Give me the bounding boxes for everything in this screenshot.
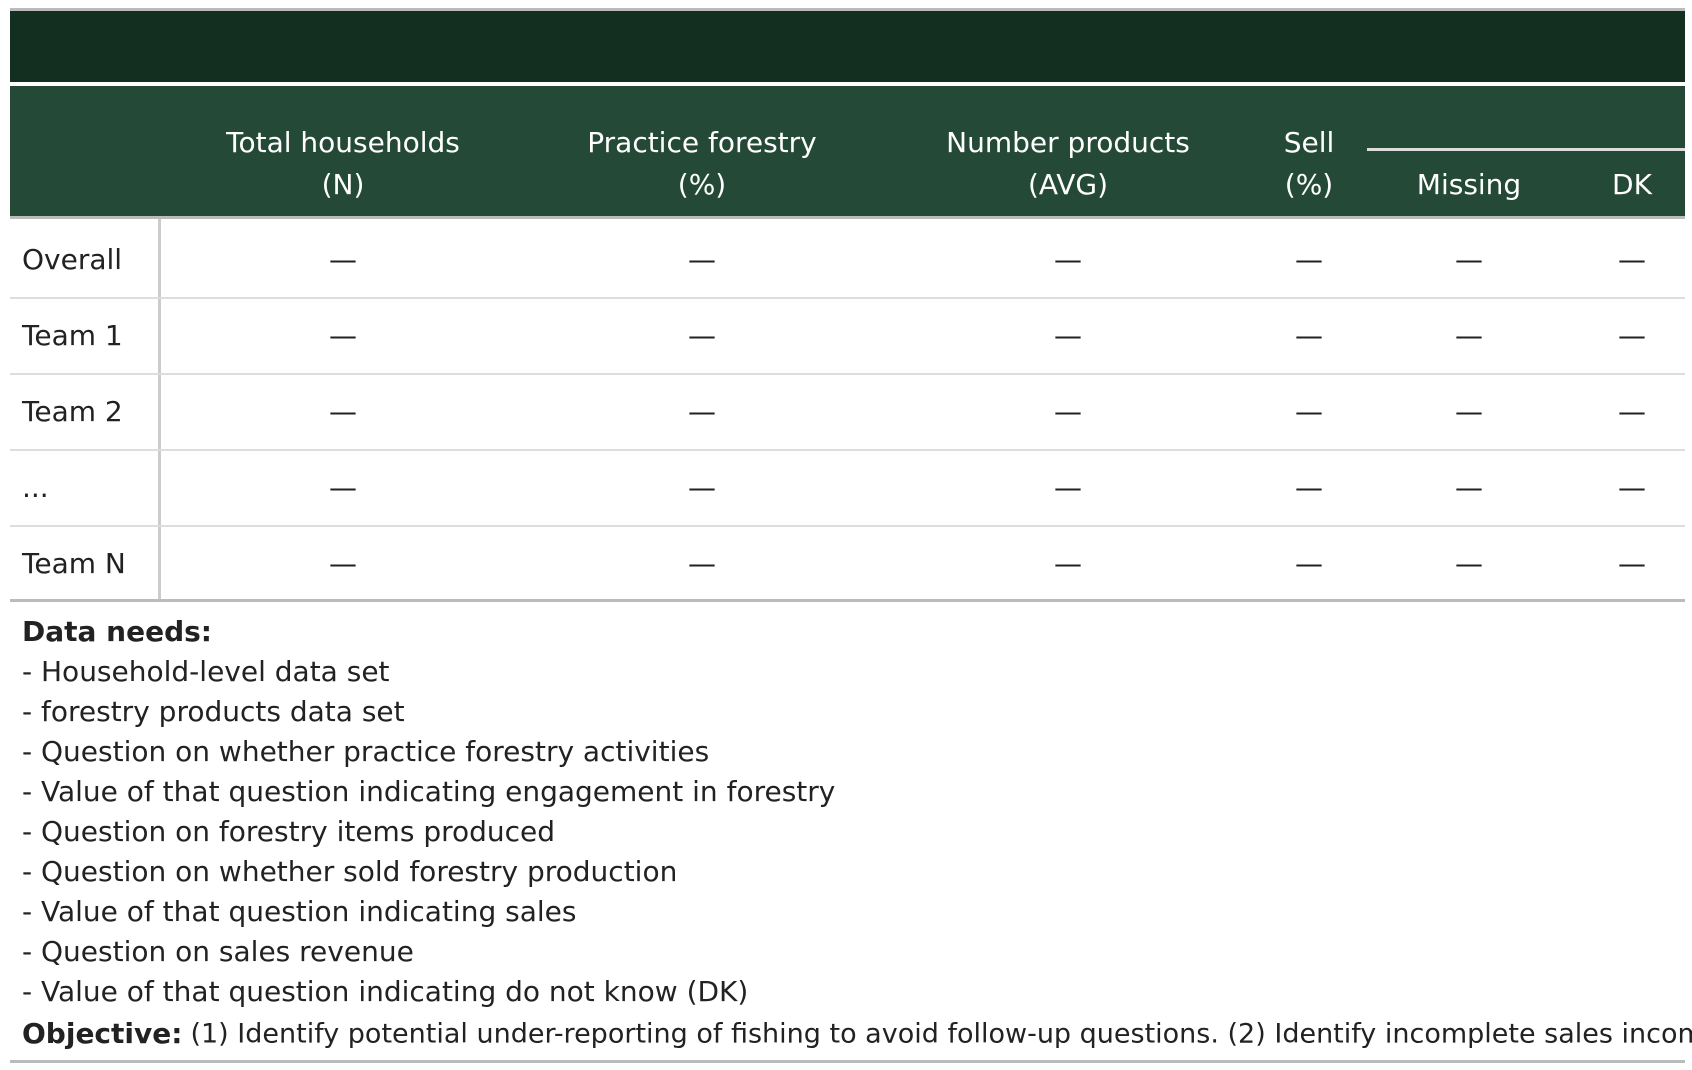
cell: — [1054, 243, 1082, 276]
cell: — [329, 243, 357, 276]
column-header: (N) [321, 168, 365, 201]
team-divider [158, 219, 161, 600]
note-item: - Household-level data set [22, 655, 390, 688]
note-item: - Question on whether sold forestry prod… [22, 855, 678, 888]
column-header: Sell [1283, 126, 1335, 159]
column-header: Practice forestry [587, 126, 817, 159]
top-rule [10, 8, 1685, 11]
note-item: - Value of that question indicating do n… [22, 975, 749, 1008]
note-item: - Question on whether practice forestry … [22, 735, 710, 768]
cell: — [1618, 547, 1646, 580]
table-bottom-rule [10, 599, 1685, 602]
cell: — [1295, 547, 1323, 580]
cell: — [1455, 395, 1483, 428]
cell: — [1618, 471, 1646, 504]
cell: — [1618, 319, 1646, 352]
title-band [10, 11, 1685, 82]
cell: — [1054, 547, 1082, 580]
cell: — [1455, 243, 1483, 276]
cell: — [1295, 243, 1323, 276]
cell: — [1455, 319, 1483, 352]
row-label: ... [22, 471, 49, 504]
objective-label: Objective: [22, 1017, 183, 1050]
row-label: Team 2 [22, 395, 123, 428]
subcolumn-header: Missing [1416, 168, 1522, 201]
column-header: (%) [1284, 168, 1334, 201]
note-item: - Question on sales revenue [22, 935, 414, 968]
row-label: Team 1 [22, 319, 123, 352]
cell: — [688, 319, 716, 352]
row-rule [10, 297, 1685, 299]
note-item: - Value of that question indicating sale… [22, 895, 577, 928]
row-rule [10, 449, 1685, 451]
cell: — [1054, 395, 1082, 428]
note-item: - Question on forestry items produced [22, 815, 556, 848]
header-band [10, 86, 1685, 216]
cell: — [1054, 319, 1082, 352]
group-rule [1367, 148, 1685, 151]
cell: — [1295, 471, 1323, 504]
cell: — [1455, 547, 1483, 580]
note-item: - Value of that question indicating enga… [22, 775, 836, 808]
cell: — [329, 319, 357, 352]
cell: — [1618, 395, 1646, 428]
cell: — [688, 243, 716, 276]
cell: — [1295, 319, 1323, 352]
subcolumn-header: DK [1612, 168, 1652, 201]
objective: (1) Identify potential under-reporting o… [190, 1018, 1692, 1050]
column-header: Number products [946, 126, 1190, 159]
cell: — [1455, 471, 1483, 504]
notes-heading: Data needs: [22, 615, 212, 648]
cell: — [329, 547, 357, 580]
note-item: - forestry products data set [22, 695, 405, 728]
column-header: (AVG) [1027, 168, 1109, 201]
cell: — [329, 395, 357, 428]
cell: — [688, 547, 716, 580]
row-label: Overall [22, 243, 123, 276]
bottom-rule [10, 1060, 1685, 1063]
cell: — [329, 471, 357, 504]
row-rule [10, 373, 1685, 375]
cell: — [1618, 243, 1646, 276]
header-rule [10, 216, 1685, 219]
column-header: Total households [226, 126, 460, 159]
row-rule [10, 525, 1685, 527]
column-header: (%) [677, 168, 727, 201]
cell: — [688, 395, 716, 428]
row-label: Team N [22, 547, 126, 580]
cell: — [1295, 395, 1323, 428]
cell: — [688, 471, 716, 504]
cell: — [1054, 471, 1082, 504]
